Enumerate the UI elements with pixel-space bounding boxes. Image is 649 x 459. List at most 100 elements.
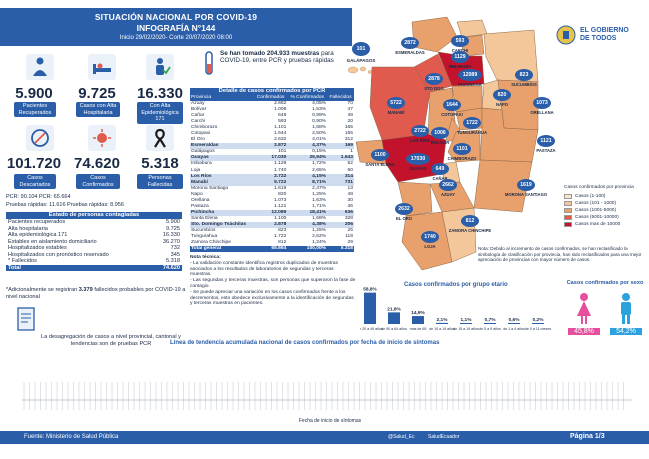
map-count-bubble: 1073 (533, 97, 551, 109)
province-name: Guayas (191, 155, 209, 161)
map-province-label: LOS RÍOS (409, 138, 430, 143)
table-row: Tungurahua 1.722 2,62% 119 (190, 234, 354, 240)
province-name: Pichincha (191, 209, 215, 215)
province-deaths: 25 (347, 227, 353, 233)
map-province-label: SANTA ELENA (365, 162, 395, 167)
province-name: Cotopaxi (191, 131, 211, 137)
province-deaths: 20 (347, 119, 353, 125)
legend-swatch (564, 221, 572, 227)
galapagos-label: GALÁPAGOS (346, 58, 376, 63)
province-confirmed: 1.722 (274, 234, 287, 240)
nota-line-3: - Se puede apreciar una variación en los… (190, 289, 354, 307)
epidemiological-discharge-label: Con Alta Epidemiológica 171 (137, 102, 183, 124)
galapagos-count-badge: 101 (352, 42, 370, 56)
legend-label: Casos (101 - 1000) (575, 200, 617, 206)
province-deaths: 60 (347, 167, 353, 173)
map-count-bubble: 1101 (453, 143, 471, 155)
age-bar-label: 21,8% (387, 306, 401, 312)
trend-title: Línea de tendencia acumulada nacional de… (170, 340, 440, 346)
province-name: Galápagos (191, 149, 215, 155)
province-name: Bolívar (191, 107, 207, 113)
province-deaths: 155 (344, 131, 353, 137)
map-morona-santiago (473, 159, 533, 213)
table-row: Imbabura 1.129 1,72% 52 (190, 161, 354, 167)
map-count-bubble: 17030 (406, 153, 430, 165)
map-esmeraldas (411, 16, 458, 53)
province-percent: 4,38% (312, 221, 327, 227)
province-confirmed: 812 (278, 240, 287, 246)
province-confirmed: 1.740 (274, 167, 287, 173)
table-row: Zamora Chinchipe 812 1,24% 29 (190, 240, 354, 246)
province-confirmed: 1.129 (274, 161, 287, 167)
province-confirmed: 2.878 (274, 221, 287, 227)
province-confirmed: 1.644 (274, 131, 287, 137)
estado-value: 732 (170, 245, 180, 251)
map-count-bubble: 12089 (458, 69, 482, 81)
footer-facebook[interactable]: SaludEcuador (428, 434, 460, 440)
table-row: Sucumbíos 823 1,25% 25 (190, 228, 354, 234)
province-name: Carchi (191, 119, 206, 125)
province-percent: 1,53% (312, 107, 327, 113)
legend-item: Casos mas de 10000 (564, 221, 648, 228)
province-percent: 1,72% (312, 161, 327, 167)
col-porcentaje: % Confirmados (287, 95, 328, 101)
province-name: Napo (191, 191, 203, 197)
estado-row: Alta epidemiológica 171 16.330 (6, 232, 182, 239)
col-fallecidos: Fallecidos (327, 95, 354, 101)
legend-swatch (564, 207, 572, 213)
province-percent: 1,68% (312, 215, 327, 221)
estado-row: Hospitalizados con pronóstico reservado 3… (6, 252, 182, 259)
estado-label: Hospitalizados con pronóstico reservado (8, 251, 109, 258)
table-row: Chimborazo 1.101 1,68% 165 (190, 125, 354, 131)
ecuador-shield-icon (556, 25, 576, 45)
table-row: Guayas 17.030 25,94% 1.643 (190, 155, 354, 162)
trend-xlabel: Fecha de inicio de síntomas (298, 418, 362, 424)
province-name: Loja (191, 167, 201, 173)
table-row: Pastaza 1.121 1,71% 36 (190, 204, 354, 210)
age-chart: Casos confirmados por grupo etario 58,8%… (360, 282, 560, 342)
page-title: SITUACIÓN NACIONAL POR COVID-19 (94, 12, 258, 22)
female-icon (577, 293, 591, 324)
province-deaths: 36 (347, 203, 353, 209)
recovered-count: 5.900 (15, 85, 53, 102)
province-name: Esmeraldas (191, 143, 219, 149)
map-count-bubble: 1740 (421, 231, 439, 243)
age-bar-label: 0,6% (509, 317, 521, 323)
province-percent: 18,41% (309, 209, 327, 215)
estado-total-row: Total 74.620 (6, 264, 182, 271)
legend-label: Casos (1-100) (575, 193, 606, 199)
estado-label: Estables en aislamiento domiciliario (8, 238, 97, 245)
recovered-label: Pacientes Recuperados (14, 102, 56, 117)
province-name: Los Ríos (191, 173, 212, 179)
province-confirmed: 1.121 (274, 203, 287, 209)
confirmed-label: Casos Confirmados (76, 174, 120, 189)
province-name: Imbabura (191, 161, 212, 167)
estado-table: Pacientes recuperados 5.900 Alta hospitala… (6, 219, 182, 271)
province-confirmed: 823 (278, 227, 287, 233)
table-total-row: Total general 65.664 100,00% 5.318 (190, 246, 354, 253)
map-count-bubble: 2632 (395, 203, 413, 215)
map-province-label: PICHINCHA (458, 82, 482, 87)
estado-row: Hospitalizados estables 732 (6, 245, 182, 252)
province-confirmed: 1.100 (274, 215, 287, 221)
estado-value: 5.900 (166, 219, 180, 225)
map-province-label: CAÑAR (432, 176, 448, 181)
table-row: Napo 820 1,25% 48 (190, 192, 354, 198)
legend-item: Casos (1001-5000) (564, 207, 648, 214)
age-bar (388, 312, 400, 324)
desagregacion-note: La desagregación de casos a nivel provin… (41, 334, 181, 347)
male-icon (621, 293, 631, 324)
age-bar-label: 14,9% (411, 310, 425, 316)
table-row: Loja 1.740 2,65% 60 (190, 168, 354, 174)
footer-twitter[interactable]: @Salud_Ec (388, 434, 415, 440)
province-confirmed: 2.872 (274, 143, 287, 149)
page-dates: Inicio 29/02/2020- Corte 20/07/2020 08:0… (119, 35, 233, 41)
age-bar-label: 0,2% (533, 317, 545, 323)
table-row: Pichincha 12.089 18,41% 636 (190, 209, 354, 216)
age-category-label: de 0 a 11 meses (525, 327, 552, 331)
table-row: Cotopaxi 1.644 2,50% 155 (190, 131, 354, 137)
province-percent: 2,47% (312, 185, 327, 191)
province-confirmed: 5.722 (274, 179, 287, 185)
province-confirmed: 1.101 (274, 125, 287, 131)
discarded-count: 101.720 (6, 155, 62, 172)
